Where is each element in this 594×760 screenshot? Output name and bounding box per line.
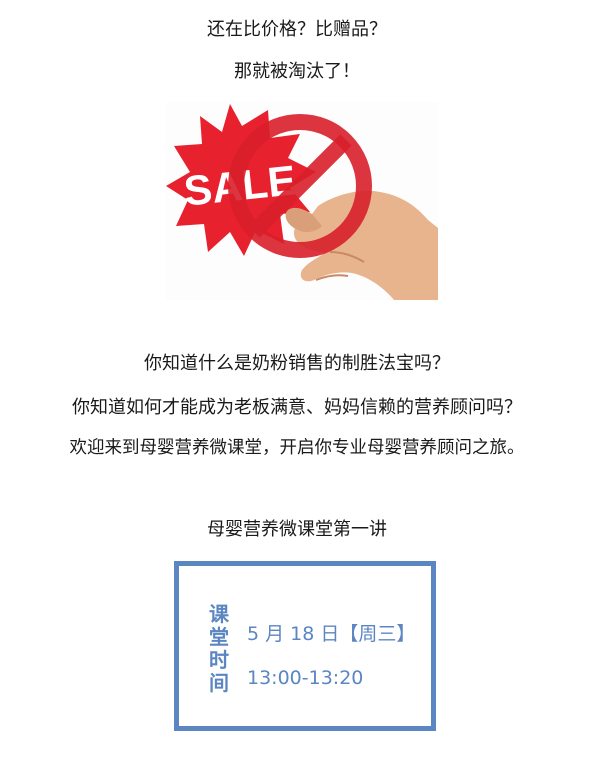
schedule-date: 5 月 18 日【周三】 (247, 623, 416, 645)
welcome-line: 欢迎来到母婴营养微课堂，开启你专业母婴营养顾问之旅。 (69, 438, 525, 458)
schedule-label-char: 时 (209, 648, 229, 672)
prohibit-circle (228, 114, 372, 258)
schedule-label: 课 堂 时 间 (208, 603, 230, 695)
question-line-1: 你知道什么是奶粉销售的制胜法宝吗？ (144, 353, 450, 374)
no-sale-icon: SALE (166, 104, 438, 300)
intro-line-1: 还在比价格？比赠品？ (207, 19, 387, 40)
schedule-label-char: 堂 (209, 625, 229, 649)
schedule-label-char: 间 (209, 671, 229, 695)
thumb-shape (285, 207, 322, 233)
schedule-box: 课 堂 时 间 5 月 18 日【周三】 13:00-13:20 (174, 561, 436, 731)
schedule-label-char: 课 (209, 602, 229, 626)
finger-shadow (315, 251, 365, 281)
schedule-time: 13:00-13:20 (247, 667, 364, 689)
hand-shape (293, 190, 438, 300)
lecture-title: 母婴营养微课堂第一讲 (207, 519, 387, 540)
no-sale-image: SALE (166, 102, 438, 300)
question-line-2: 你知道如何才能成为老板满意、妈妈信赖的营养顾问吗？ (72, 397, 522, 418)
intro-line-2: 那就被淘汰了！ (234, 61, 360, 82)
prohibit-slash (248, 134, 352, 238)
